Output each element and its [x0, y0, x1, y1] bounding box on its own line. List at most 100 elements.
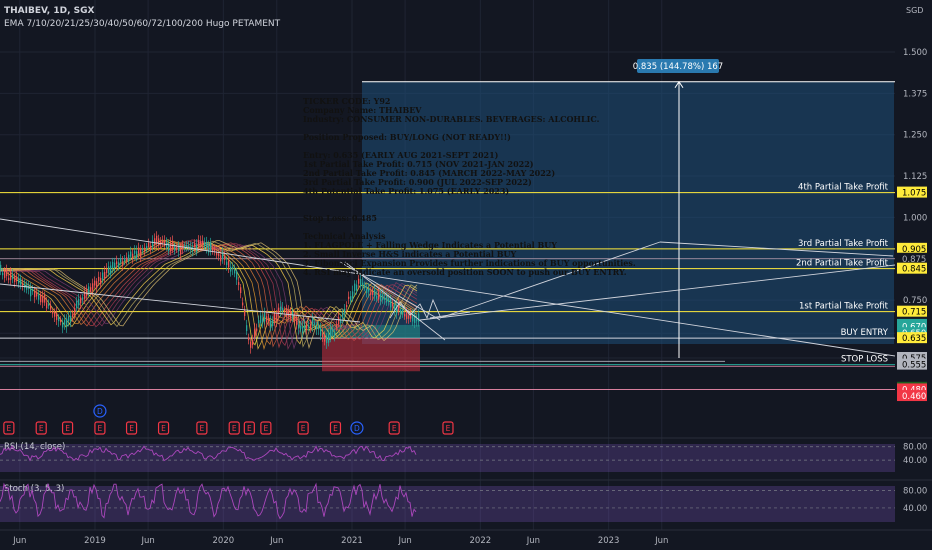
time-tick-label: Jun — [12, 536, 26, 546]
candle-body — [340, 319, 342, 324]
candle-body — [390, 298, 392, 308]
candle-body — [196, 244, 198, 253]
candle-body — [142, 248, 144, 251]
price-tag-box — [897, 262, 927, 274]
candle-body — [414, 314, 416, 323]
rsi-pane[interactable]: RSI (14, close) 80.00 40.00 — [0, 437, 932, 472]
candle-body — [266, 316, 268, 323]
candle-body — [112, 262, 114, 269]
candle-body — [184, 245, 186, 248]
level-label: 1st Partial Take Profit — [799, 302, 889, 312]
event-letter: E — [129, 424, 134, 433]
candle-body — [224, 254, 226, 260]
candle-body — [276, 314, 278, 322]
candle-body — [366, 288, 368, 293]
time-tick-label: 2023 — [598, 536, 620, 546]
candle-body — [248, 337, 250, 341]
note-line: Position Proposed: BUY/LONG (NOT READY!!… — [303, 132, 511, 142]
price-tick-label: 1.125 — [903, 172, 927, 182]
candle-body — [218, 253, 220, 257]
candle-body — [212, 248, 214, 252]
candle-body — [372, 291, 374, 295]
candle-body — [330, 327, 332, 337]
analysis-notes: TICKER CODE: Y92 Company Name: THAIBEV Ind… — [303, 97, 683, 277]
candle-body — [392, 302, 394, 307]
candle-body — [324, 334, 326, 342]
note-line: 4th Potential Take Profit: 1.075 (EARLY … — [303, 186, 510, 196]
stoch-pane[interactable]: Stoch (3, 5, 3) 80.00 40.00 — [0, 479, 932, 522]
candle-body — [158, 238, 160, 246]
candle-body — [178, 244, 180, 252]
oscillator-line — [0, 482, 417, 520]
event-letter: E — [232, 424, 237, 433]
pane-tick-label: 80.00 — [903, 443, 927, 453]
candle-body — [4, 270, 6, 278]
candle-body — [368, 288, 370, 292]
candle-body — [118, 262, 120, 268]
candle-body — [200, 241, 202, 246]
event-markers: DEEEEEEEEEEEEEDEE — [3, 404, 454, 435]
dividend-icon — [350, 421, 364, 435]
candle-body — [50, 305, 52, 310]
candle-body — [410, 313, 412, 319]
event-letter: E — [247, 424, 252, 433]
candle-body — [264, 312, 266, 322]
candle-body — [228, 260, 230, 268]
candle-body — [342, 312, 344, 319]
earnings-icon — [196, 421, 208, 435]
candle-body — [154, 238, 156, 246]
candle-body — [198, 240, 200, 248]
candle-body — [64, 319, 66, 325]
price-tag-box — [897, 305, 927, 317]
candle-body — [332, 328, 334, 332]
candle-body — [166, 242, 168, 248]
candle-body — [100, 277, 102, 285]
projection-arrow: 0.835 (144.78%) 167 — [362, 59, 895, 358]
candle-body — [338, 317, 340, 325]
candle-body — [88, 286, 90, 293]
candle-body — [126, 257, 128, 261]
candle-body — [206, 242, 208, 249]
candle-body — [122, 261, 124, 266]
candle-body — [164, 239, 166, 246]
earnings-icon — [125, 421, 138, 435]
candle-body — [318, 324, 320, 330]
candle-body — [300, 325, 302, 329]
candle-body — [312, 317, 314, 327]
candle-body — [138, 247, 140, 254]
candle-body — [208, 245, 210, 253]
trend-line — [0, 218, 896, 357]
note-line: 1. FLAGPOLE + Falling Wedge Indicates a … — [303, 240, 557, 250]
price-tag-label: 0.715 — [902, 308, 926, 318]
candle-body — [12, 274, 14, 279]
candle-body — [174, 246, 176, 251]
price-tag-label: 0.635 — [902, 334, 926, 344]
price-tag-box — [897, 320, 927, 332]
price-tag-box — [897, 186, 927, 198]
earnings-icon — [157, 421, 170, 435]
candle-body — [32, 289, 34, 292]
candle-body — [396, 305, 398, 313]
candle-body — [378, 291, 380, 300]
event-letter: E — [263, 424, 268, 433]
candle-body — [98, 276, 100, 282]
candle-body — [152, 240, 154, 248]
candle-body — [344, 308, 346, 314]
candle-body — [180, 247, 182, 255]
candle-body — [160, 240, 162, 246]
event-letter: E — [39, 424, 44, 433]
candle-body — [236, 271, 238, 280]
candle-body — [272, 320, 274, 326]
candle-body — [388, 298, 390, 303]
candle-body — [128, 254, 130, 262]
candle-body — [286, 307, 288, 317]
time-axis[interactable]: Jun 2019 Jun 2020 Jun 2021 Jun 2022 Jun 2023 Jun — [0, 529, 932, 546]
event-letter: E — [98, 424, 103, 433]
candle-body — [418, 313, 420, 322]
candle-body — [134, 250, 136, 254]
candle-body — [382, 294, 384, 300]
note-line: Entry: 0.635 (EARLY AUG 2021-SEPT 2021) — [303, 150, 499, 160]
price-tag-label: 0.460 — [902, 392, 926, 402]
candle-body — [250, 341, 252, 348]
